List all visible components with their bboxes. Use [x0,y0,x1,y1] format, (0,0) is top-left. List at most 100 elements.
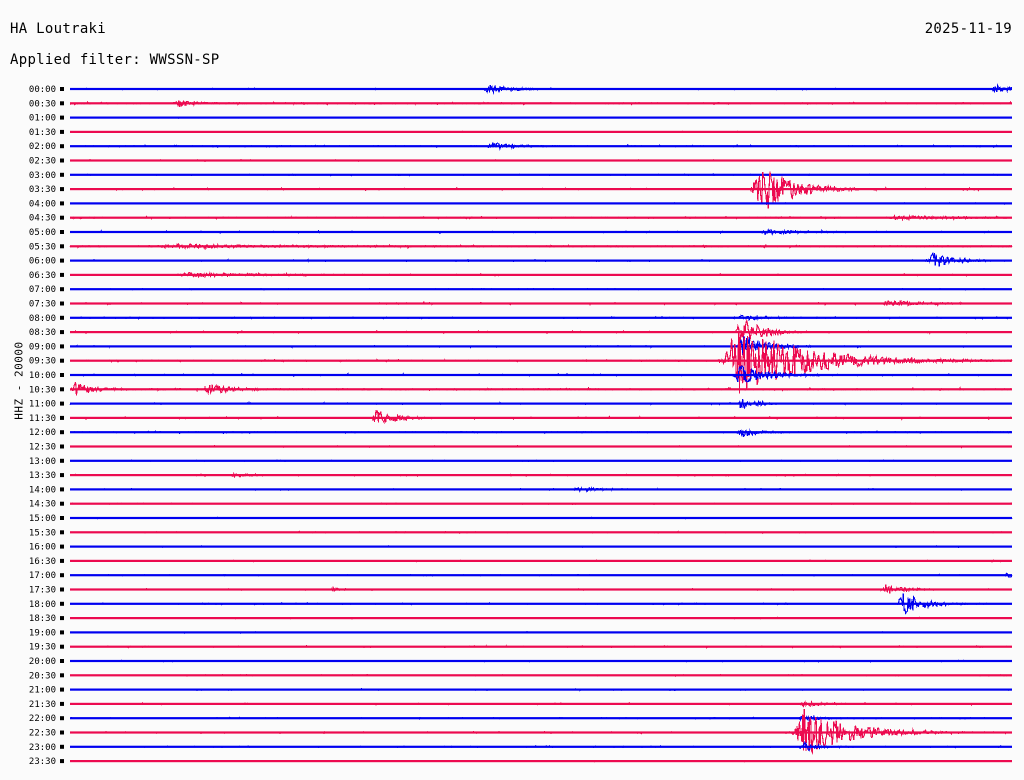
trace-row: 13:00 [29,457,1013,467]
trace-row: 18:00 [29,593,1013,616]
time-tick-label: 12:30 [29,443,56,453]
trace-baseline [70,545,1012,548]
trace-row: 13:30 [29,471,1013,481]
axis-tick [60,644,64,649]
axis-tick [60,458,64,463]
trace-row: 16:00 [29,543,1012,553]
trace-row: 19:30 [29,643,1013,653]
trace-row: 10:30 [29,381,1013,396]
trace-baseline [70,617,1012,620]
axis-tick [60,115,64,120]
trace-row: 02:00 [29,142,1013,152]
axis-tick [60,415,64,420]
trace-baseline [70,531,1012,534]
trace-baseline [70,87,1012,91]
trace-row: 09:30 [29,331,1013,394]
seismogram-canvas: 00:00 00:30 01:00 01:30 02:00 02:30 03:00 03:30… [29,83,1013,767]
axis-tick [60,687,64,692]
trace-row: 02:30 [29,157,1013,167]
trace-row: 22:00 [29,714,1013,724]
axis-tick [60,172,64,177]
trace-row: 17:30 [29,584,1013,596]
trace-row: 20:00 [29,657,1013,667]
time-tick-label: 18:30 [29,614,56,624]
trace-row: 07:30 [29,300,1013,310]
time-tick-label: 08:30 [29,328,56,338]
header-bar: HA Loutraki 2025-11-19 Applied filter: W… [0,0,1024,78]
axis-tick [60,673,64,678]
axis-tick [60,630,64,635]
trace-row: 20:30 [29,671,1013,681]
time-tick-label: 16:00 [29,543,56,553]
trace-baseline [70,717,1012,720]
time-tick-label: 15:00 [29,514,56,524]
time-tick-label: 08:00 [29,314,56,324]
axis-tick [60,287,64,292]
trace-row: 09:00 [29,336,1013,355]
axis-tick [60,158,64,163]
trace-row: 23:30 [29,757,1013,767]
trace-row: 11:00 [29,399,1013,410]
axis-tick [60,530,64,535]
trace-row: 21:30 [29,700,1013,710]
trace-row: 14:30 [29,500,1013,510]
time-tick-label: 17:00 [29,571,56,581]
time-tick-label: 14:30 [29,500,56,510]
trace-baseline [70,130,1012,133]
time-tick-label: 20:30 [29,671,56,681]
trace-baseline [70,645,1012,648]
time-tick-label: 23:30 [29,757,56,767]
time-tick-label: 05:00 [29,228,56,238]
trace-row: 10:00 [29,365,1013,383]
trace-row: 14:00 [29,485,1013,495]
time-tick-label: 00:00 [29,85,56,95]
time-tick-label: 03:30 [29,185,56,195]
record-date: 2025-11-19 [924,21,1012,37]
axis-tick [60,716,64,721]
axis-tick [60,272,64,277]
trace-row: 08:30 [29,318,1013,344]
axis-tick [60,501,64,506]
trace-row: 12:00 [29,428,1013,438]
trace-baseline [70,445,1012,448]
trace-baseline [70,745,1012,748]
axis-tick [60,230,64,234]
time-tick-label: 01:00 [29,114,56,124]
axis-tick [60,516,64,520]
time-tick-label: 07:00 [29,285,56,295]
time-tick-label: 02:30 [29,157,56,167]
axis-tick [60,401,64,406]
trace-row: 05:00 [29,228,1012,238]
time-tick-label: 01:30 [29,128,56,138]
axis-tick [60,187,64,192]
trace-row: 16:30 [29,557,1013,567]
axis-tick [60,730,64,735]
trace-row: 21:00 [29,686,1013,696]
time-tick-label: 06:00 [29,257,56,267]
waveform-path [69,409,1013,425]
trace-baseline [70,316,1012,319]
axis-tick [60,315,64,320]
axis-tick [60,573,64,578]
trace-baseline [70,216,1012,219]
trace-row: 17:00 [29,571,1013,581]
trace-row: 04:30 [29,214,1013,224]
time-tick-label: 04:30 [29,214,56,224]
trace-baseline [70,474,1012,477]
time-tick-label: 18:00 [29,600,56,610]
trace-row: 01:30 [29,128,1013,138]
trace-row: 03:00 [29,171,1012,181]
trace-baseline [70,588,1012,591]
trace-baseline [70,245,1012,248]
time-tick-label: 22:30 [29,729,56,739]
time-tick-label: 13:30 [29,471,56,481]
trace-baseline [70,416,1012,419]
trace-row: 07:00 [29,285,1013,295]
trace-row: 15:00 [29,514,1013,524]
axis-tick [60,244,64,249]
trace-row: 19:00 [29,628,1012,638]
axis-tick [60,358,64,363]
trace-baseline [70,459,1012,462]
axis-tick [60,744,64,749]
trace-baseline [70,202,1012,205]
